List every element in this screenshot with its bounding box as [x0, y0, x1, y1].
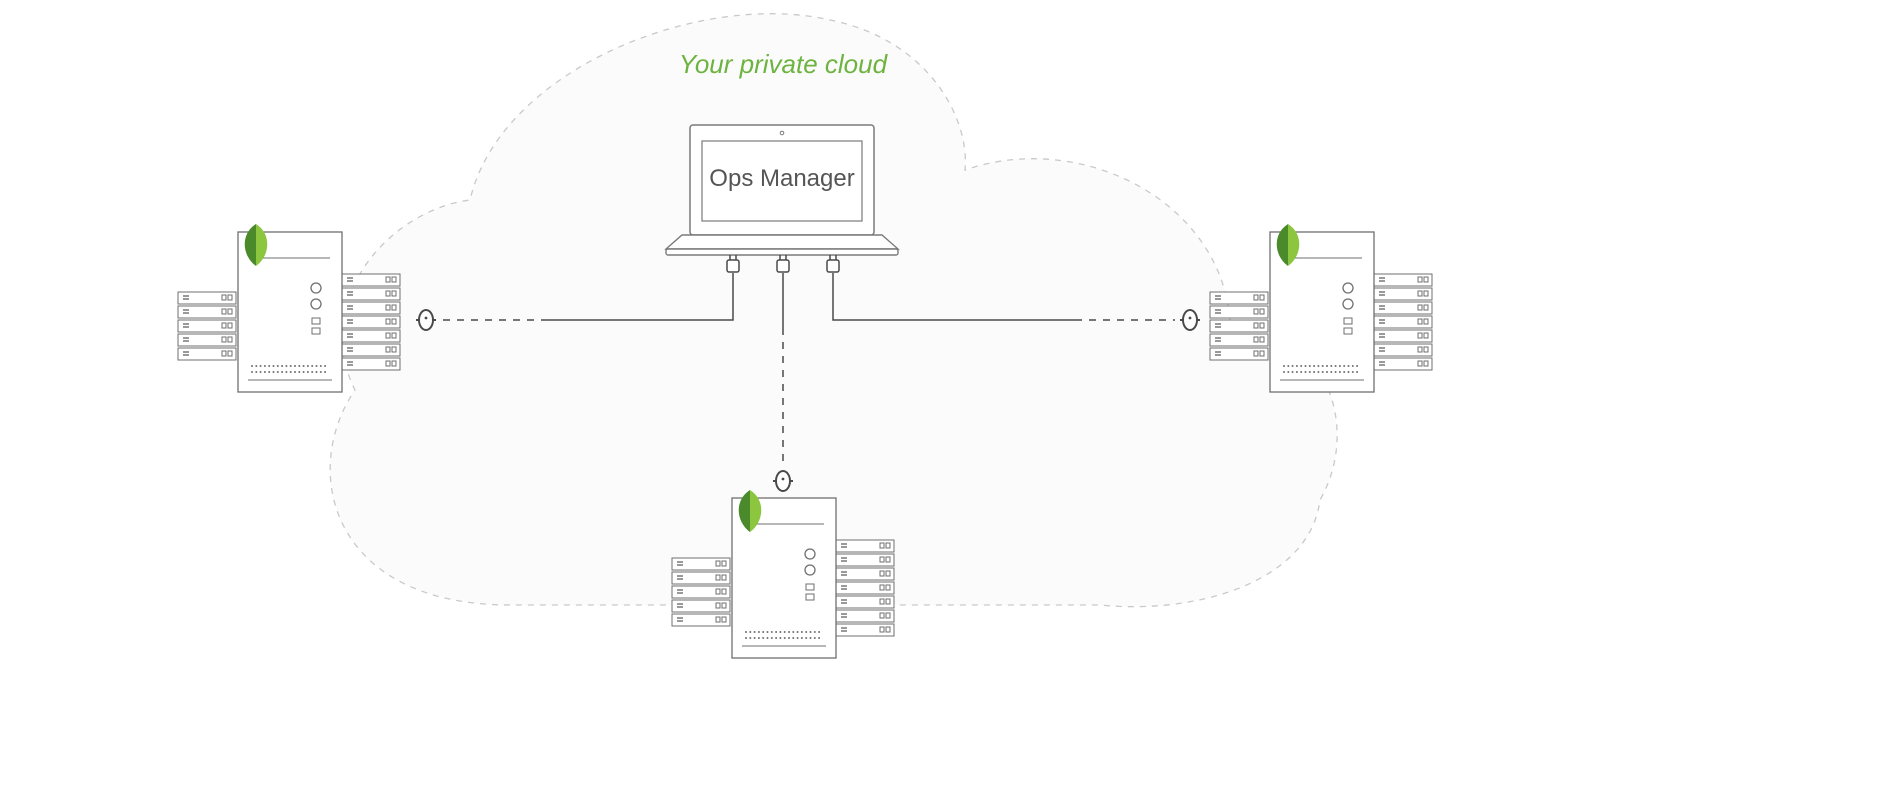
- ops-manager-laptop: Ops Manager: [666, 125, 898, 255]
- cloud-title: Your private cloud: [679, 49, 889, 79]
- ops-manager-label: Ops Manager: [709, 165, 854, 192]
- server-cluster-left: [178, 224, 400, 392]
